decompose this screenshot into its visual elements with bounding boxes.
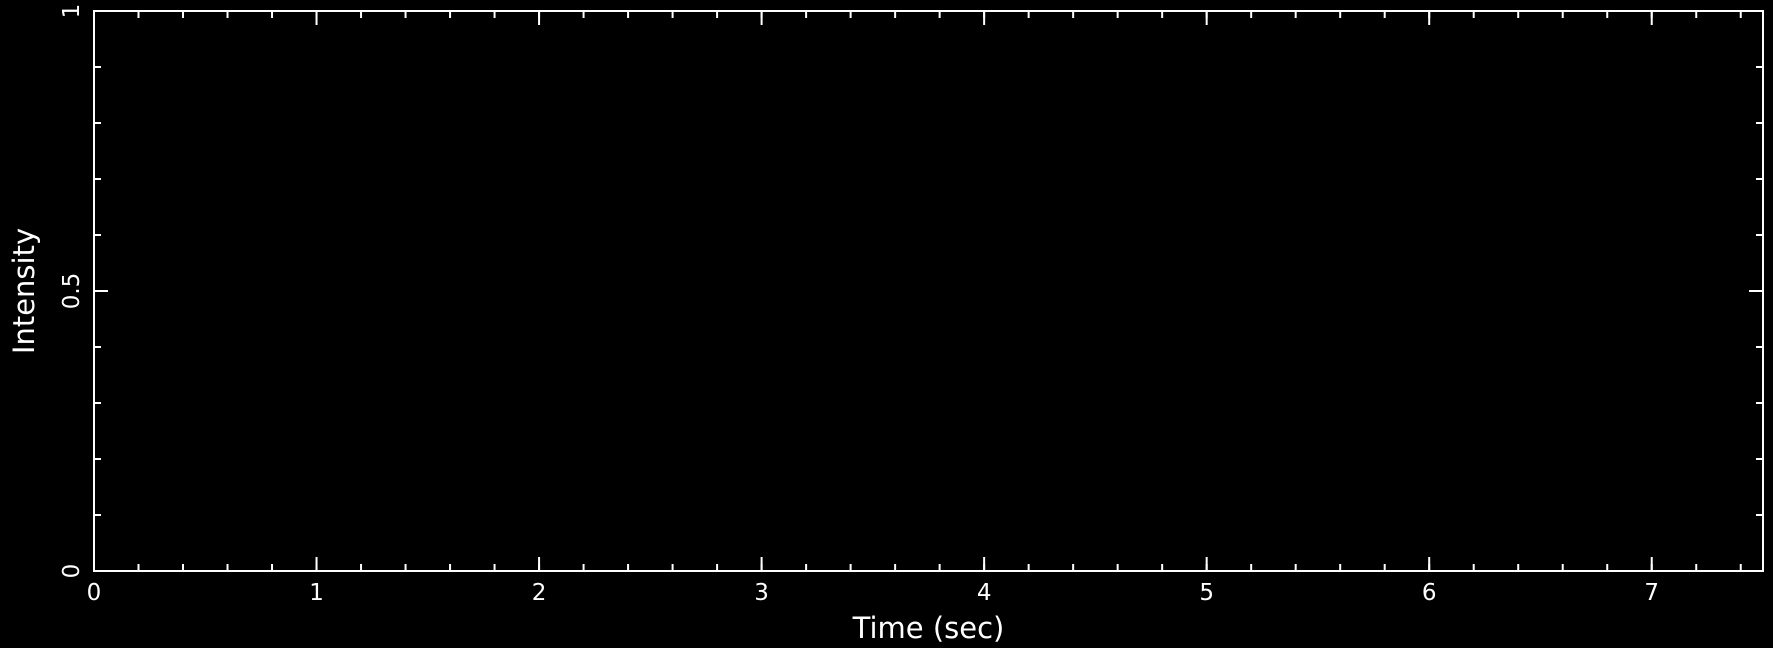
y-tick-label: 0.5 [59, 273, 85, 310]
y-axis-label: Intensity [7, 228, 41, 354]
axis-ticks [93, 10, 1763, 572]
x-tick-label: 7 [1644, 580, 1659, 606]
x-axis-label: Time (sec) [852, 611, 1005, 645]
y-tick-label: 1 [59, 4, 85, 19]
x-tick-label: 4 [977, 580, 992, 606]
x-tick-label: 2 [532, 580, 547, 606]
axis-tick-labels: 0 1 2 3 4 5 6 7 0 0.5 1 [59, 4, 1659, 606]
x-tick-label: 3 [754, 580, 769, 606]
x-tick-label: 5 [1199, 580, 1214, 606]
y-tick-label: 0 [59, 564, 85, 579]
x-tick-label: 1 [309, 580, 324, 606]
x-tick-label: 0 [87, 580, 102, 606]
x-tick-label: 6 [1422, 580, 1437, 606]
